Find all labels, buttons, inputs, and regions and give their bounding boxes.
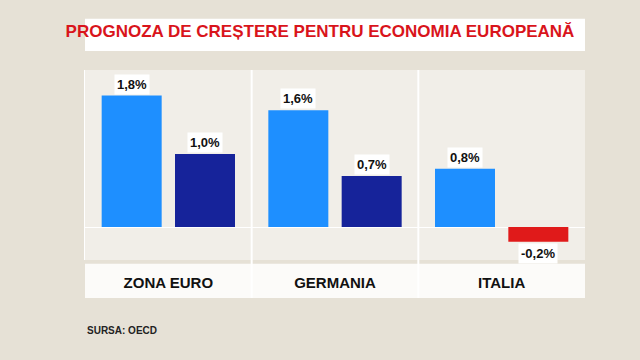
svg-text:SURSA: OECD: SURSA: OECD xyxy=(87,325,157,336)
svg-text:GERMANIA: GERMANIA xyxy=(294,274,376,291)
svg-text:ZONA EURO: ZONA EURO xyxy=(124,274,214,291)
svg-text:0,8%: 0,8% xyxy=(450,150,480,165)
svg-text:-0,2%: -0,2% xyxy=(521,246,555,261)
svg-text:1,0%: 1,0% xyxy=(190,135,220,150)
svg-text:1,8%: 1,8% xyxy=(117,77,147,92)
svg-text:0,7%: 0,7% xyxy=(357,157,387,172)
svg-text:ITALIA: ITALIA xyxy=(478,274,525,291)
svg-text:1,6%: 1,6% xyxy=(283,91,313,106)
svg-text:PROGNOZA DE CREȘTERE PENTRU EC: PROGNOZA DE CREȘTERE PENTRU ECONOMIA EUR… xyxy=(66,22,575,41)
